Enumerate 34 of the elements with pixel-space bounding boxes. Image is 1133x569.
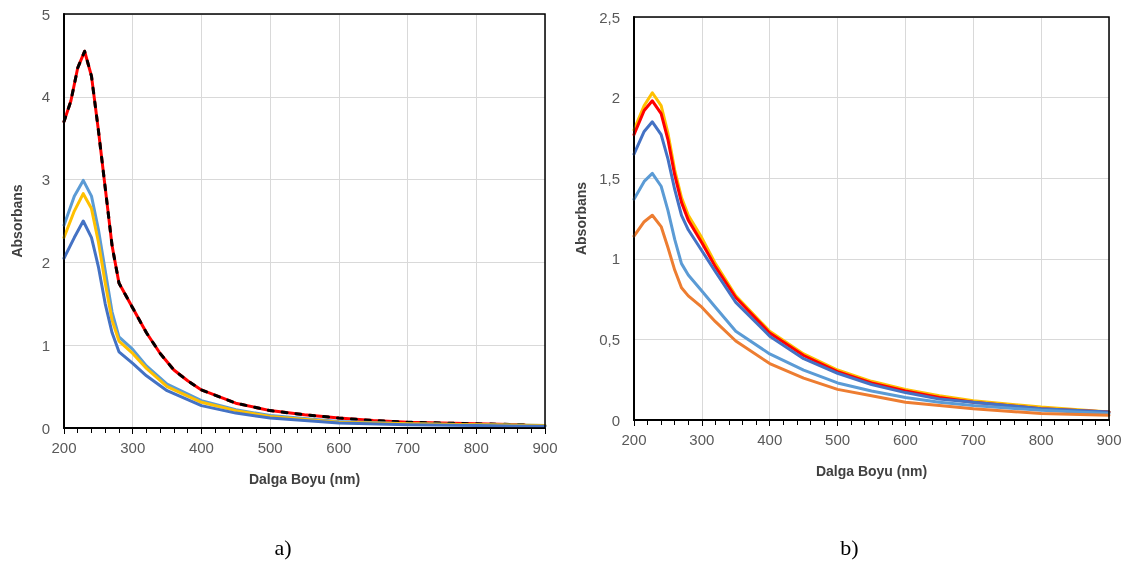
x-tick-label: 800 [1028, 431, 1054, 448]
x-tick-label: 900 [532, 439, 558, 456]
y-tick-label: 3 [41, 171, 50, 189]
y-tick-label: 2,5 [599, 8, 620, 26]
y-tick-label: 4 [41, 88, 50, 106]
x-tick-label: 500 [257, 439, 283, 456]
x-tick-label: 600 [892, 431, 918, 448]
x-tick-label: 700 [395, 439, 421, 456]
y-tick-label: 0,5 [599, 330, 620, 348]
y-tick-label: 2 [611, 89, 620, 107]
x-tick-label: 800 [463, 439, 489, 456]
y-tick-label: 2 [41, 253, 50, 271]
y-tick-label: 0 [611, 411, 620, 429]
x-tick-label: 400 [188, 439, 214, 456]
y-tick-label: 1,5 [599, 169, 620, 187]
y-tick-label: 0 [41, 419, 50, 437]
y-axis-title: Absorbans [9, 184, 25, 258]
x-axis-title: Dalga Boyu (nm) [815, 463, 928, 479]
x-tick-label: 900 [1096, 431, 1122, 448]
text: b) [840, 534, 859, 560]
x-tick-label: 200 [51, 439, 77, 456]
x-tick-label: 200 [621, 431, 647, 448]
y-tick-label: 1 [611, 250, 620, 268]
x-tick-label: 500 [825, 431, 851, 448]
text: a) [274, 534, 292, 560]
y-axis-title: Absorbans [573, 181, 590, 256]
y-tick-label: 1 [41, 336, 50, 354]
x-tick-label: 700 [960, 431, 986, 448]
x-tick-label: 300 [689, 431, 715, 448]
y-tick-label: 5 [41, 5, 50, 23]
x-tick-label: 300 [120, 439, 146, 456]
x-tick-label: 400 [757, 431, 783, 448]
x-tick-label: 600 [326, 439, 352, 456]
x-axis-title: Dalga Boyu (nm) [248, 471, 361, 487]
